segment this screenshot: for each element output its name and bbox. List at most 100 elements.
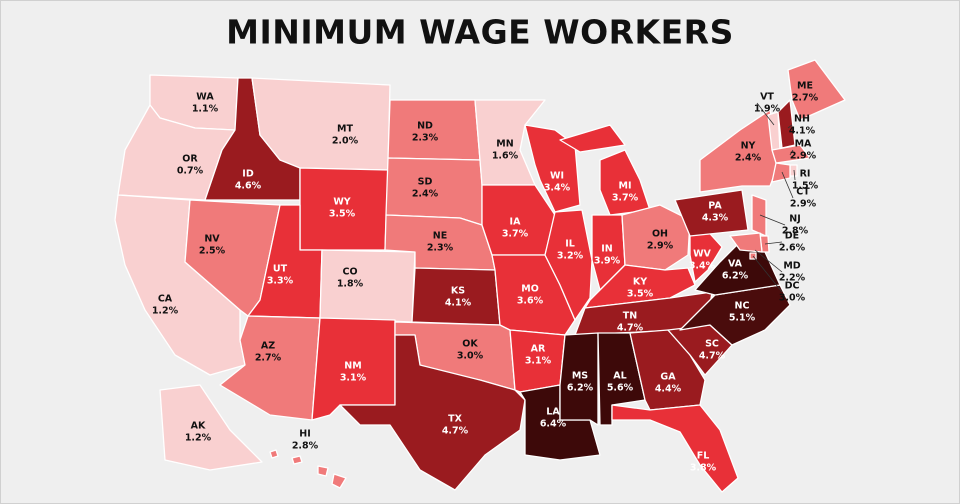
leader-line	[781, 171, 794, 199]
value-label: 2.7%	[792, 93, 819, 104]
value-label: 2.9%	[790, 199, 817, 210]
state-abbr: MO	[521, 284, 539, 295]
value-label: 4.4%	[655, 384, 682, 395]
state	[159, 384, 263, 471]
state-abbr: WA	[196, 92, 214, 103]
state-abbr: CO	[342, 267, 357, 278]
state-abbr: FL	[697, 451, 710, 462]
value-label: 6.2%	[567, 383, 594, 394]
state	[474, 99, 546, 186]
value-label: 3.7%	[502, 229, 529, 240]
value-label: 2.4%	[412, 189, 439, 200]
map-title: MINIMUM WAGE WORKERS	[226, 13, 734, 52]
value-label: 2.5%	[199, 246, 226, 257]
state-abbr: DE	[785, 231, 799, 242]
state-abbr: AK	[191, 421, 206, 432]
state-abbr: NM	[344, 361, 361, 372]
leader-line	[764, 241, 783, 245]
value-label: 3.0%	[779, 293, 806, 304]
value-label: 2.2%	[779, 273, 806, 284]
state-abbr: NJ	[789, 214, 801, 225]
value-label: 4.1%	[789, 126, 816, 137]
state	[611, 404, 739, 493]
value-label: 4.1%	[445, 298, 472, 309]
value-label: 4.7%	[617, 323, 644, 334]
state-abbr: RI	[800, 169, 811, 180]
state	[787, 59, 846, 121]
value-label: 3.8%	[690, 463, 717, 474]
state-abbr: TX	[448, 414, 462, 425]
state-abbr: KY	[633, 277, 647, 288]
value-label: 1.9%	[754, 104, 781, 115]
value-label: 3.7%	[612, 193, 639, 204]
value-label: 2.3%	[427, 243, 454, 254]
state-abbr: MD	[783, 261, 800, 272]
state-abbr: WI	[550, 171, 564, 182]
state-abbr: NV	[204, 234, 220, 245]
state	[674, 189, 749, 237]
state	[269, 449, 347, 489]
value-label: 3.2%	[557, 251, 584, 262]
state	[771, 162, 791, 183]
state-abbr: AL	[613, 371, 626, 382]
value-label: 2.7%	[255, 353, 282, 364]
state-abbr: IN	[601, 244, 613, 255]
value-label: 3.6%	[517, 296, 544, 307]
state-abbr: OK	[462, 339, 478, 350]
value-label: 1.8%	[337, 279, 364, 290]
value-label: 3.0%	[457, 351, 484, 362]
state	[789, 164, 798, 177]
state-abbr: IL	[565, 239, 575, 250]
value-label: 3.5%	[627, 289, 654, 300]
value-label: 0.7%	[177, 166, 204, 177]
state-abbr: OH	[652, 229, 668, 240]
state-abbr: NE	[433, 231, 447, 242]
state-abbr: CT	[796, 187, 810, 198]
value-label: 2.8%	[292, 441, 319, 452]
state-abbr: VA	[728, 259, 743, 270]
state-abbr: MA	[795, 139, 812, 150]
states	[114, 59, 846, 493]
value-label: 3.1%	[340, 373, 367, 384]
state-abbr: MI	[619, 181, 632, 192]
value-label: 1.2%	[185, 433, 212, 444]
value-label: 4.7%	[699, 351, 726, 362]
value-label: 3.4%	[689, 261, 716, 272]
state	[339, 334, 526, 491]
value-label: 2.8%	[782, 226, 809, 237]
leader-line	[759, 214, 786, 226]
state	[544, 209, 593, 321]
state-abbr: ID	[242, 169, 254, 180]
state-abbr: VT	[760, 92, 774, 103]
value-label: 3.9%	[594, 256, 621, 267]
state-abbr: NY	[741, 141, 756, 152]
state	[777, 99, 796, 149]
state	[729, 232, 763, 253]
value-label: 3.3%	[267, 276, 294, 287]
state-abbr: NC	[735, 301, 750, 312]
state-abbr: ME	[797, 81, 813, 92]
value-label: 2.9%	[647, 241, 674, 252]
value-label: 2.4%	[735, 153, 762, 164]
state-abbr: SC	[705, 339, 719, 350]
leader-line	[787, 124, 793, 129]
value-label: 2.9%	[790, 151, 817, 162]
state-abbr: CA	[158, 294, 173, 305]
value-label: 3.4%	[544, 183, 571, 194]
value-label: 1.2%	[152, 306, 179, 317]
state-abbr: WY	[333, 197, 350, 208]
value-label: 3.1%	[525, 356, 552, 367]
value-label: 1.1%	[192, 104, 219, 115]
value-label: 4.6%	[235, 181, 262, 192]
state	[319, 249, 416, 323]
state-abbr: IA	[510, 217, 522, 228]
value-label: 6.4%	[540, 419, 567, 430]
leader-line	[756, 102, 775, 126]
state	[387, 99, 481, 161]
state-abbr: PA	[708, 201, 722, 212]
state-abbr: LA	[546, 407, 560, 418]
value-label: 4.7%	[442, 426, 469, 437]
state-abbr: WV	[693, 249, 711, 260]
value-label: 1.6%	[492, 151, 519, 162]
